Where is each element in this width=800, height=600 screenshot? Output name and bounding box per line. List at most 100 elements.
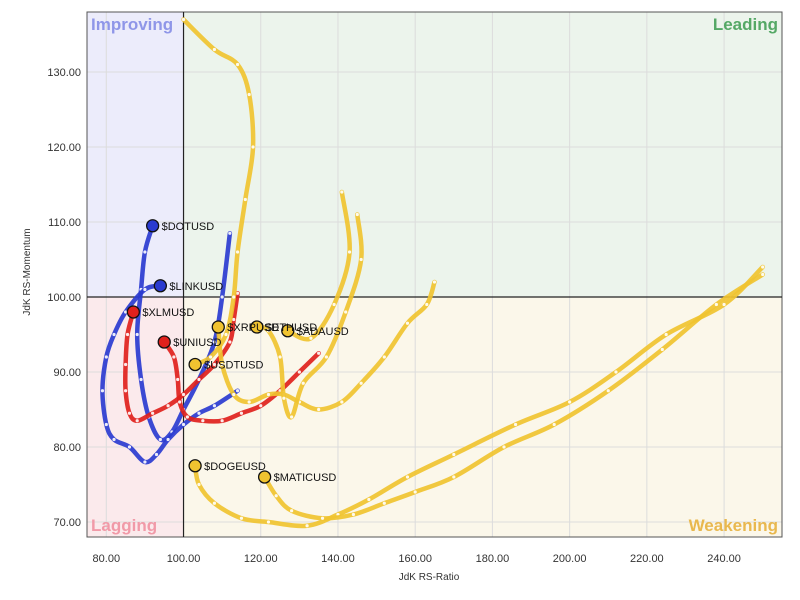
trail-point-xrpusd (359, 381, 363, 385)
trail-point-xrpusd (317, 407, 321, 412)
x-tick-label: 80.00 (93, 553, 121, 565)
trail-point-uniusd (220, 419, 224, 423)
trail-point-xrpusd (266, 392, 271, 397)
trail-point-usdtusd (235, 62, 240, 67)
trail-point-dogeusd (568, 400, 572, 404)
trail-point-dogeusd (452, 452, 456, 457)
trail-point-ethusd (278, 355, 282, 359)
y-tick-label: 80.00 (53, 442, 81, 454)
y-tick-label: 90.00 (53, 367, 81, 379)
trail-point-adausd (332, 302, 336, 307)
trail-point-dogeusd (367, 497, 371, 502)
trail-point-uniusd (201, 419, 205, 423)
grid-lines (87, 12, 782, 537)
series-labels: $DOTUSD $LINKUSD $XLMUSD $UNIUSD $XRPUSD$ETH… (142, 221, 348, 484)
quadrant-label-improving: Improving (91, 15, 173, 34)
trail-point-xlmusd (197, 377, 201, 382)
trail-ethusd (254, 212, 364, 420)
head-marker-maticusd (257, 470, 272, 484)
head-marker-linkusd (153, 279, 168, 293)
trail-point-maticusd (502, 445, 506, 449)
trail-point-maticusd (552, 422, 556, 427)
trail-point-maticusd (761, 272, 765, 277)
trail-point-linkusd (127, 445, 132, 449)
trail-point-xrpusd (247, 400, 251, 404)
label-usdtusd: $USDTUSD (204, 360, 263, 372)
trail-point-usdtusd (224, 332, 228, 337)
trail-point-dogeusd (405, 475, 410, 479)
trail-point-ethusd (359, 257, 363, 262)
label-maticusd: $MATICUSD (274, 472, 337, 484)
trail-point-dogeusd (266, 520, 271, 524)
trail-point-ethusd (266, 329, 271, 333)
trail-point-xlmusd (151, 411, 155, 415)
trail-point-linkusd (112, 437, 116, 442)
head-marker-xlmusd (126, 305, 140, 319)
trail-point-ethusd (301, 381, 305, 385)
trail-point-uniusd (172, 355, 176, 359)
trail-point-ethusd (324, 355, 328, 359)
trail-point-xlmusd (124, 389, 128, 393)
label-xlmusd: $XLMUSD (142, 307, 194, 319)
trail-point-dogeusd (212, 501, 217, 505)
trail-point-ethusd (290, 415, 294, 419)
x-tick-label: 140.00 (321, 553, 355, 565)
trail-point-uniusd (317, 351, 321, 355)
trail-point-adausd (309, 336, 313, 340)
x-tick-label: 200.00 (553, 553, 587, 565)
trail-point-usdtusd (247, 92, 251, 97)
trail-point-dogeusd (513, 422, 518, 427)
trail-point-usdtusd (235, 250, 240, 254)
trail-point-linkusd (154, 452, 159, 457)
label-xrpusd: $XRPUSD (227, 322, 279, 334)
trail-point-maticusd (714, 302, 718, 307)
y-axis-title: JdK RS-Momentum (22, 228, 33, 315)
trail-point-xrpusd (425, 302, 429, 307)
trail-point-uniusd (239, 411, 244, 415)
trail-point-adausd (340, 190, 344, 194)
trail-point-dogeusd (614, 370, 618, 374)
trail-point-usdtusd (212, 47, 217, 52)
quadrant-leading (183, 12, 782, 297)
trail-point-xrpusd (340, 400, 344, 404)
trail-point-usdtusd (181, 17, 186, 22)
trail-point-linkusd (166, 437, 170, 442)
x-tick-label: 220.00 (630, 553, 664, 565)
trail-point-dogeusd (305, 524, 309, 528)
x-tick-label: 100.00 (167, 553, 201, 565)
head-marker-usdtusd (188, 357, 202, 372)
series-trails (100, 17, 765, 529)
trail-point-linkusd (197, 411, 201, 415)
quadrant-label-weakening: Weakening (689, 516, 778, 535)
trail-point-xrpusd (432, 280, 437, 284)
trail-point-xrpusd (220, 362, 224, 367)
trail-point-dotusd (212, 340, 217, 344)
y-tick-label: 100.00 (47, 292, 81, 304)
trail-point-ethusd (344, 310, 348, 314)
label-adausd: $ADAUSD (297, 326, 349, 338)
trail-point-xrpusd (405, 321, 410, 325)
trail-point-linkusd (181, 422, 186, 427)
trail-point-maticusd (320, 516, 325, 520)
y-tick-label: 130.00 (47, 67, 81, 79)
trail-point-maticusd (413, 490, 417, 494)
trail-point-dotusd (135, 332, 139, 337)
head-marker-xrpusd (211, 320, 225, 334)
quadrant-backgrounds (87, 12, 782, 537)
label-linkusd: $LINKUSD (169, 281, 223, 293)
trail-point-xlmusd (135, 419, 139, 423)
quadrant-label-lagging: Lagging (91, 516, 157, 535)
trail-point-ethusd (282, 396, 286, 400)
trail-point-dogeusd (197, 482, 201, 487)
head-marker-dogeusd (188, 459, 202, 473)
trail-point-maticusd (606, 389, 610, 393)
label-dogeusd: $DOGEUSD (204, 461, 266, 473)
head-marker-uniusd (157, 335, 171, 349)
trail-point-dotusd (220, 295, 224, 299)
trail-point-uniusd (178, 400, 182, 404)
trail-point-maticusd (351, 512, 356, 517)
trail-point-usdtusd (208, 355, 213, 359)
plot-frame (86, 11, 783, 538)
trail-point-adausd (347, 250, 352, 254)
